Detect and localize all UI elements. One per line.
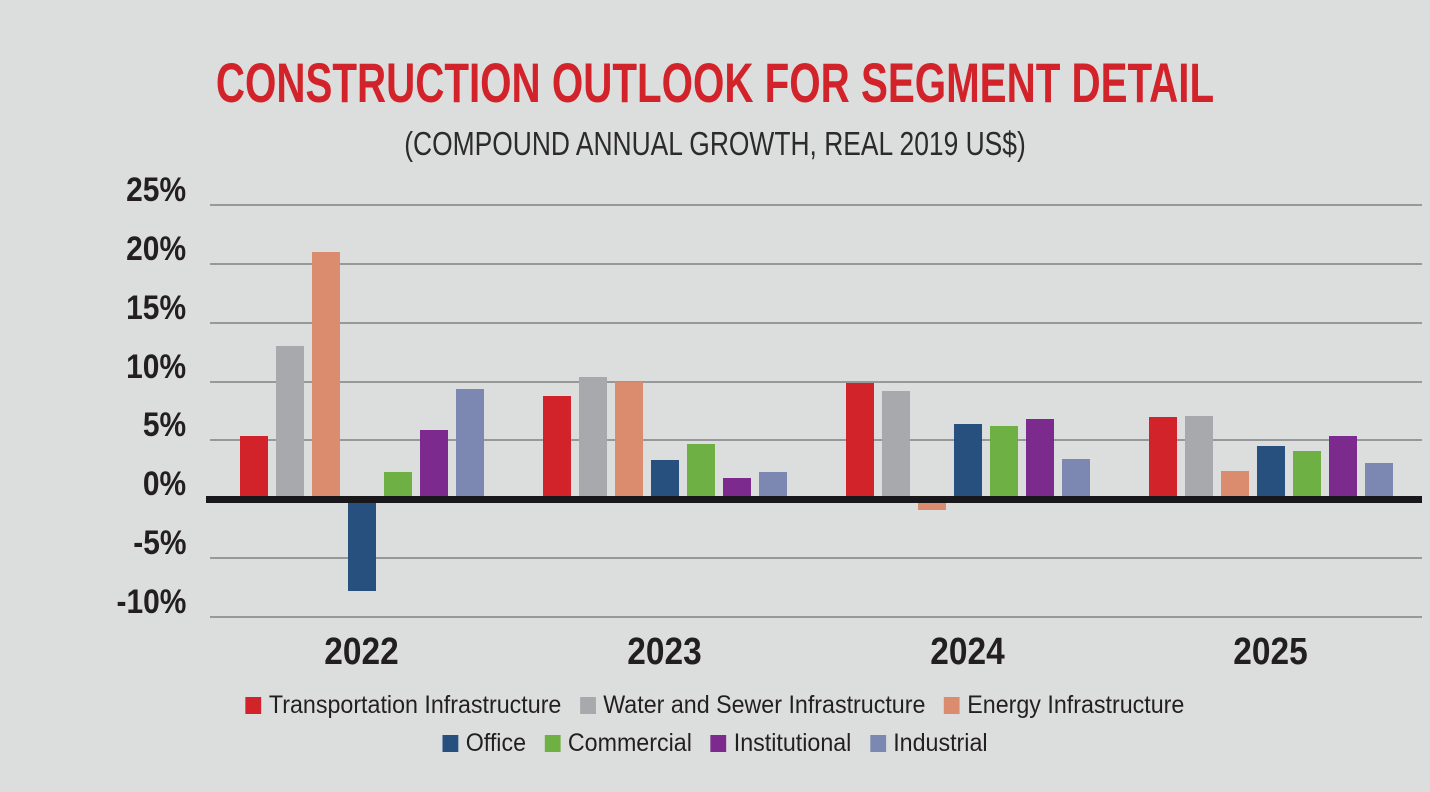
y-tick-label: -10%	[116, 583, 186, 621]
bar-energy-infrastructure-2024	[917, 499, 946, 510]
legend-item-energy-infrastructure: Energy Infrastructure	[944, 690, 1184, 720]
legend-label: Commercial	[567, 729, 692, 757]
bar-group-2022	[210, 205, 513, 617]
bar-industrial-2025	[1364, 462, 1393, 500]
legend-swatch-icon	[544, 734, 561, 752]
y-axis-labels: 25% 20% 15% 10% 5% 0% -5% -10%	[0, 173, 196, 621]
bar-water-and-sewer-infrastructure-2023	[578, 376, 607, 500]
bar-group-2023	[513, 205, 816, 617]
bar-group-2024	[816, 205, 1119, 617]
bar-commercial-2025	[1292, 451, 1321, 500]
bar-transportation-infrastructure-2023	[542, 395, 571, 500]
bar-water-and-sewer-infrastructure-2024	[881, 390, 910, 500]
bar-office-2023	[650, 460, 679, 500]
bar-energy-infrastructure-2025	[1220, 471, 1249, 500]
gridline-15pct	[210, 321, 1422, 324]
legend-label: Transportation Infrastructure	[268, 691, 562, 719]
legend-item-transportation-infrastructure: Transportation Infrastructure	[245, 690, 562, 720]
y-tick-label: 5%	[142, 406, 186, 445]
bar-institutional-2025	[1328, 435, 1357, 500]
gridline-10pct	[210, 380, 1422, 383]
bar-institutional-2022	[419, 429, 448, 500]
legend-label: Industrial	[893, 729, 988, 757]
legend-swatch-icon	[579, 696, 596, 714]
legend-item-office: Office	[442, 728, 526, 758]
legend: Transportation Infrastructure Water and S…	[0, 690, 1430, 766]
legend-item-water-and-sewer-infrastructure: Water and Sewer Infrastructure	[579, 690, 926, 720]
legend-item-industrial: Industrial	[869, 728, 988, 758]
legend-swatch-icon	[245, 696, 262, 714]
legend-swatch-icon	[442, 734, 459, 752]
x-tick-label-2022: 2022	[324, 631, 399, 673]
legend-label: Water and Sewer Infrastructure	[603, 691, 926, 719]
legend-swatch-icon	[869, 734, 886, 752]
y-tick-label: -5%	[132, 524, 186, 563]
bar-office-2022	[347, 499, 376, 592]
legend-label: Institutional	[733, 729, 852, 757]
legend-row-1: Transportation Infrastructure Water and S…	[50, 690, 1380, 720]
bar-energy-infrastructure-2023	[614, 381, 643, 500]
bar-transportation-infrastructure-2022	[239, 435, 268, 500]
bar-office-2024	[953, 423, 982, 500]
bar-institutional-2024	[1025, 419, 1054, 500]
chart-title: CONSTRUCTION OUTLOOK FOR SEGMENT DETAIL	[215, 51, 1215, 114]
x-axis-labels: 2022 2023 2024 2025	[210, 630, 1422, 674]
zero-axis-line	[206, 495, 1422, 503]
legend-swatch-icon	[710, 734, 727, 752]
bar-institutional-2023	[722, 478, 751, 500]
x-tick-label-2023: 2023	[627, 631, 702, 673]
gridline--10pct	[210, 616, 1422, 618]
x-tick-label-2024: 2024	[930, 631, 1005, 673]
legend-row-2: Office Commercial Institutional Industrial	[50, 728, 1380, 758]
y-tick-label: 20%	[126, 229, 186, 268]
legend-item-commercial: Commercial	[544, 728, 692, 758]
bar-industrial-2023	[758, 472, 787, 500]
bar-commercial-2022	[383, 472, 412, 500]
plot-area	[206, 204, 1422, 618]
y-tick-label: 10%	[126, 347, 186, 386]
bar-commercial-2023	[686, 443, 715, 500]
legend-item-institutional: Institutional	[710, 728, 851, 758]
y-tick-label: 25%	[126, 171, 186, 209]
bar-energy-infrastructure-2022	[311, 252, 340, 500]
legend-label: Office	[465, 729, 527, 757]
bar-industrial-2022	[455, 388, 484, 500]
y-tick-label: 15%	[126, 288, 186, 327]
gridline--5pct	[210, 557, 1422, 560]
gridline-25pct	[210, 204, 1422, 206]
y-tick-label: 0%	[142, 465, 186, 504]
bar-office-2025	[1256, 446, 1285, 500]
gridline-5pct	[210, 439, 1422, 442]
x-tick-label-2025: 2025	[1233, 631, 1308, 673]
bar-water-and-sewer-infrastructure-2025	[1184, 415, 1213, 500]
legend-swatch-icon	[944, 696, 960, 714]
gridline-20pct	[210, 262, 1422, 265]
bar-group-2025	[1119, 205, 1422, 617]
bar-commercial-2024	[989, 426, 1018, 500]
bar-industrial-2024	[1061, 459, 1090, 500]
bar-transportation-infrastructure-2024	[845, 382, 874, 500]
bar-water-and-sewer-infrastructure-2022	[275, 346, 304, 500]
bar-transportation-infrastructure-2025	[1148, 416, 1177, 500]
legend-label: Energy Infrastructure	[967, 691, 1185, 719]
chart-subtitle: (COMPOUND ANNUAL GROWTH, REAL 2019 US$)	[404, 125, 1026, 162]
